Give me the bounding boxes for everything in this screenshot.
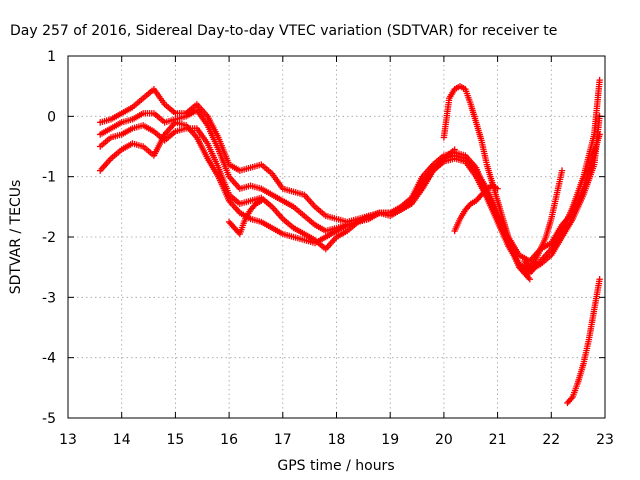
series-track-9 — [564, 276, 603, 407]
data-point — [596, 276, 603, 283]
data-point — [596, 76, 603, 84]
x-tick-label: 20 — [435, 432, 453, 448]
series-track-6 — [451, 182, 501, 235]
series-track-3 — [97, 113, 603, 274]
data-point — [451, 146, 458, 153]
data-point — [558, 167, 566, 174]
x-tick-label: 21 — [489, 432, 507, 448]
y-axis-label: SDTVAR / TECUs — [8, 180, 24, 295]
x-tick-label: 18 — [328, 432, 346, 448]
y-tick-label: -3 — [42, 290, 56, 306]
y-tick-label: -1 — [42, 170, 56, 186]
axis-ticks — [67, 55, 606, 419]
x-tick-label: 13 — [59, 432, 77, 448]
series-track-4 — [97, 119, 458, 247]
y-tick-label: -2 — [42, 230, 56, 246]
y-tick-label: 1 — [47, 49, 56, 65]
data-points — [97, 76, 603, 407]
series-track-8 — [225, 197, 265, 238]
x-tick-label: 15 — [166, 432, 184, 448]
data-point — [258, 197, 265, 204]
x-tick-label: 19 — [381, 432, 399, 448]
series-track-1 — [97, 85, 603, 265]
x-tick-label: 23 — [596, 432, 614, 448]
data-point — [494, 185, 501, 192]
x-axis-label: GPS time / hours — [277, 458, 394, 474]
y-tick-labels: -5 -4 -3 -2 -1 0 1 — [42, 49, 56, 427]
x-tick-labels: 13 14 15 16 17 18 19 20 21 22 23 — [59, 432, 614, 448]
data-point — [526, 276, 534, 283]
x-tick-label: 14 — [113, 432, 131, 448]
y-tick-label: -4 — [42, 351, 56, 367]
series-track-7 — [521, 167, 566, 271]
y-tick-label: -5 — [42, 411, 56, 427]
x-tick-label: 22 — [542, 432, 560, 448]
x-tick-label: 17 — [274, 432, 292, 448]
y-tick-label: 0 — [47, 109, 56, 125]
chart-title: Day 257 of 2016, Sidereal Day-to-day VTE… — [10, 23, 557, 39]
x-tick-label: 16 — [220, 432, 238, 448]
